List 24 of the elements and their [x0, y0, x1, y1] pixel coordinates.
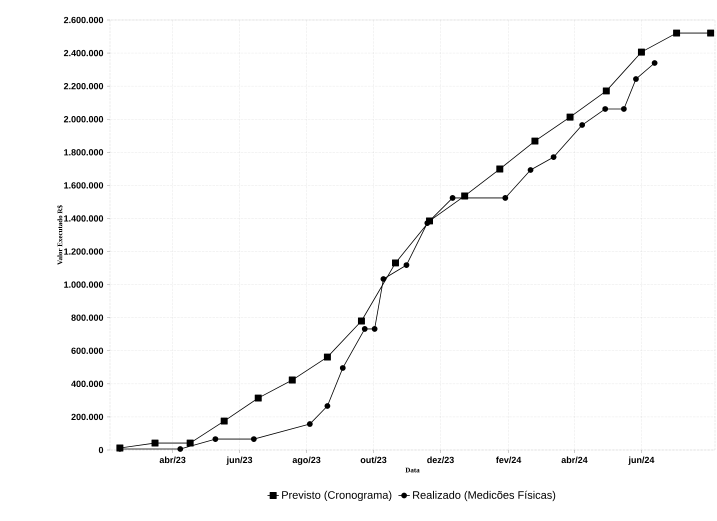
y-tick-label: 600.000 — [71, 348, 104, 354]
x-tick-label: dez/23 — [427, 456, 454, 464]
y-tick-label: 1.800.000 — [64, 149, 104, 156]
y-tick-label: 0 — [98, 446, 104, 454]
y-tick-label: 1.400.000 — [64, 215, 104, 222]
x-tick-label: jun/23 — [226, 456, 252, 465]
x-tick-label: out/23 — [360, 456, 386, 464]
y-tick-label: 1.200.000 — [64, 248, 104, 255]
x-tick-label: fev/24 — [496, 456, 522, 464]
y-tick-label: 400.000 — [71, 380, 104, 388]
x-tick-label: abr/24 — [562, 456, 588, 464]
legend-label: Previsto (Cronograma) — [282, 490, 392, 502]
y-tick-label: 2.400.000 — [64, 50, 104, 56]
x-tick-label: ago/23 — [292, 456, 320, 465]
x-tick-label: abr/23 — [160, 456, 186, 464]
y-tick-label: 1.000.000 — [64, 281, 104, 288]
y-tick-label: 200.000 — [71, 414, 104, 420]
y-tick-label: 1.600.000 — [64, 182, 104, 189]
y-tick-label: 800.000 — [71, 314, 104, 321]
y-tick-label: 2.600.000 — [64, 16, 104, 24]
y-tick-label: 2.000.000 — [64, 116, 104, 122]
x-tick-label: jun/24 — [628, 456, 654, 465]
y-tick-label: 2.200.000 — [64, 82, 104, 90]
legend-label: Realizado (Medicões Físicas) — [413, 490, 556, 502]
